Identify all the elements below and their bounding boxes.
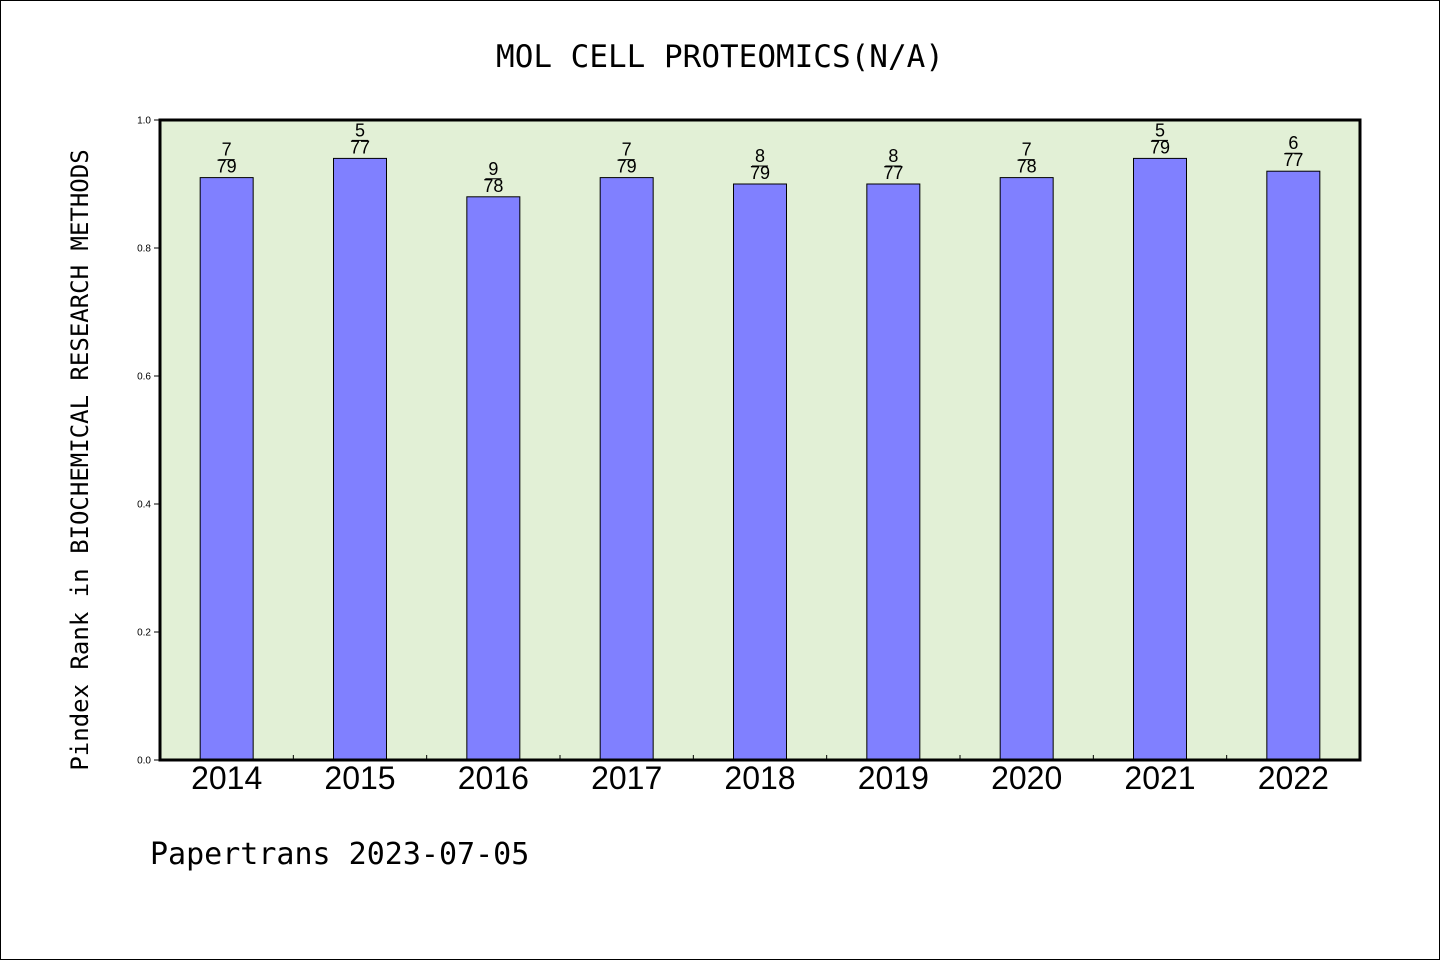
rank-numerator-2018: 8 xyxy=(755,146,765,166)
x-tick-label-2016: 2016 xyxy=(458,760,529,796)
rank-denominator-2022: 77 xyxy=(1283,150,1303,170)
rank-numerator-2014: 7 xyxy=(222,140,232,160)
rank-denominator-2016: 78 xyxy=(483,176,503,196)
rank-denominator-2020: 78 xyxy=(1017,157,1037,177)
x-tick-label-2015: 2015 xyxy=(324,760,395,796)
bar-2014 xyxy=(199,177,254,761)
y-tick-label-0.8: 0.8 xyxy=(137,244,151,255)
y-tick-label-0.6: 0.6 xyxy=(137,372,151,383)
rank-numerator-2020: 7 xyxy=(1022,140,1032,160)
rank-denominator-2019: 77 xyxy=(883,163,903,183)
bar-2015 xyxy=(333,157,387,761)
rank-numerator-2021: 5 xyxy=(1155,120,1165,140)
rank-denominator-2014: 79 xyxy=(217,157,237,177)
x-tick-label-2019: 2019 xyxy=(858,760,929,796)
bar-2019 xyxy=(866,183,921,761)
x-tick-label-2018: 2018 xyxy=(724,760,795,796)
rank-denominator-2021: 79 xyxy=(1150,137,1170,157)
rank-numerator-2019: 8 xyxy=(888,146,898,166)
y-tick-label-0.2: 0.2 xyxy=(137,628,151,639)
y-tick-label-0.0: 0.0 xyxy=(137,756,151,767)
x-tick-label-2020: 2020 xyxy=(991,760,1062,796)
x-tick-label-2014: 2014 xyxy=(191,760,262,796)
y-tick-label-0.4: 0.4 xyxy=(137,500,151,511)
x-tick-label-2022: 2022 xyxy=(1258,760,1329,796)
chart-title: MOL CELL PROTEOMICS(N/A) xyxy=(496,39,944,75)
rank-denominator-2017: 79 xyxy=(617,157,637,177)
rank-numerator-2016: 9 xyxy=(488,159,498,179)
y-tick-label-1.0: 1.0 xyxy=(137,116,151,127)
bar-2017 xyxy=(599,177,654,761)
footer-date: Papertrans 2023-07-05 xyxy=(150,837,529,872)
bar-2021 xyxy=(1133,157,1187,761)
rank-numerator-2015: 5 xyxy=(355,120,365,140)
x-tick-label-2021: 2021 xyxy=(1124,760,1195,796)
bar-2018 xyxy=(733,183,787,761)
rank-numerator-2017: 7 xyxy=(622,140,632,160)
bar-2016 xyxy=(466,196,521,761)
rank-denominator-2015: 77 xyxy=(350,137,370,157)
bar-2020 xyxy=(999,177,1054,761)
y-axis-label: Pindex Rank in BIOCHEMICAL RESEARCH METH… xyxy=(66,149,94,770)
plot-border xyxy=(158,118,1362,762)
bar-2022 xyxy=(1266,170,1321,761)
x-tick-label-2017: 2017 xyxy=(591,760,662,796)
rank-denominator-2018: 79 xyxy=(750,163,770,183)
rank-numerator-2022: 6 xyxy=(1288,133,1298,153)
